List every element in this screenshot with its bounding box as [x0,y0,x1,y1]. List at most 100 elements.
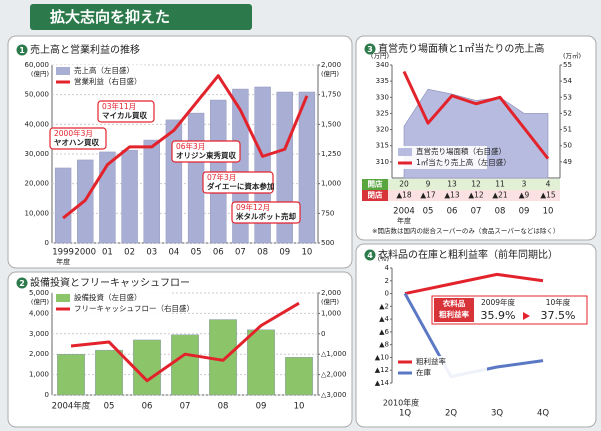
annotation-box [202,171,274,194]
y-tick-label: 3,000 [29,330,49,338]
bar [171,334,199,396]
y-tick-label: 20,000 [25,180,50,188]
y2-tick-label: 0 [321,330,325,338]
x-tick-label: 2Q [445,409,457,419]
table-cell: 3 [522,180,527,189]
y-tick-label: 30,000 [25,150,50,158]
y-tick-label: ▲10 [375,353,389,361]
x-tick-label: 07 [471,207,482,217]
header-title: 拡大志向を抑えた [50,8,170,26]
x-unit: 年度 [56,257,70,266]
table-cell: ▲12 [468,191,484,200]
y-tick-label: 2,000 [29,350,49,358]
line [62,74,309,220]
x-tick-label: 01 [102,248,113,258]
table-cell: 12 [471,180,481,189]
chart-title: 設備投資とフリーキャッシュフロー [30,276,190,289]
x-tick-label: 2004 [393,207,415,217]
annotation-box [97,100,155,123]
x-tick-label: 04 [169,248,180,258]
legend-swatch [398,148,412,156]
y2-tick-label: 51 [563,126,572,134]
callout-label-bg [434,298,474,322]
x-tick-label: 07 [235,248,246,258]
y-tick-label: 0 [45,391,49,399]
y-tick-label: 60,000 [25,61,50,69]
annotation-box [49,127,107,150]
legend-box [395,146,487,169]
y-unit: (億円) [31,69,49,78]
legend-label: 直営売り場面積（右目盛） [416,146,506,156]
x-tick-label: 10 [302,248,313,258]
bar [99,151,116,244]
y-tick-label: 320 [376,126,389,134]
y-tick-label: 4,000 [29,309,49,317]
legend-label: 在庫 [416,367,431,377]
y2-tick-label: 54 [563,77,572,85]
y-tick-label: ▲4 [379,315,389,323]
table-cell: 11 [495,180,505,189]
y-tick-label: 315 [376,142,389,150]
bar [187,112,205,244]
title-number-badge [16,277,28,289]
y-tick-label: 330 [376,93,389,101]
callout-label: 粗利益率 [439,309,469,319]
annotation-date: 07年3月 [207,172,236,182]
y-tick-label: 40,000 [25,120,50,128]
y-unit: (万円) [371,52,389,60]
callout-label: 衣料品 [443,298,466,308]
y2-tick-label: 50 [563,142,572,150]
y-tick-label: ▲8 [379,341,389,349]
title-number-badge [364,249,376,261]
y-tick-label: ▲14 [375,379,390,387]
x-tick-label: 07 [180,402,191,412]
legend-label: 売上高（左目盛） [74,65,134,75]
y-tick-label: 50,000 [25,91,50,99]
y-tick-label: 5,000 [29,289,49,297]
annotation-event: マイカル買収 [102,110,147,120]
table-cell: 13 [447,180,457,189]
chart-title: 売上高と営業利益の推移 [30,43,140,56]
legend-box [53,65,145,88]
table-cell: ▲15 [540,191,556,200]
x-tick-label: 05 [104,402,115,412]
y-tick-label: 0 [385,290,389,298]
y2-tick-label: 500 [321,239,334,247]
table-row-label-bg [362,179,388,190]
x-tick-label: 3Q [491,409,503,419]
y2-tick-label: 1,000 [321,309,341,317]
table-row-label-bg [362,190,388,201]
bar [209,319,237,396]
table-cell: ▲18 [396,191,412,200]
x-tick-label: 4Q [537,409,549,419]
annotation-box [231,201,301,224]
x-tick-label: 02 [124,248,135,258]
annotation-event: ヤオハン買収 [54,137,99,147]
title-number: 2 [19,279,25,288]
x-tick-label: 06 [447,207,458,217]
y2-unit: (億円) [321,69,339,78]
bar [57,354,85,396]
y2-tick-label: 52 [563,109,572,117]
table-cell: 20 [399,180,409,189]
legend-label: 粗利益率 [416,356,446,366]
x-tick-label: 2004年度 [52,401,91,412]
title-number-badge [364,43,376,55]
y-tick-label: 10,000 [25,209,50,217]
line [402,70,550,160]
y2-tick-label: △3,000 [321,391,346,399]
y-tick-label: 310 [376,158,389,166]
bar [165,119,183,244]
legend-label: 1㎡当たり売上高（左目盛） [416,157,511,167]
annotation-date: 2000年3月 [54,128,93,138]
table-row-bg [362,179,560,190]
table-cell: 9 [426,180,431,189]
header-banner [30,4,252,30]
legend-swatch [56,294,70,302]
y2-tick-label: 49 [563,158,572,166]
table-row-bg [362,190,560,201]
bar [95,349,123,396]
title-number: 1 [19,46,25,55]
y-tick-label: ▲6 [379,328,389,336]
annotation-box [171,140,241,163]
